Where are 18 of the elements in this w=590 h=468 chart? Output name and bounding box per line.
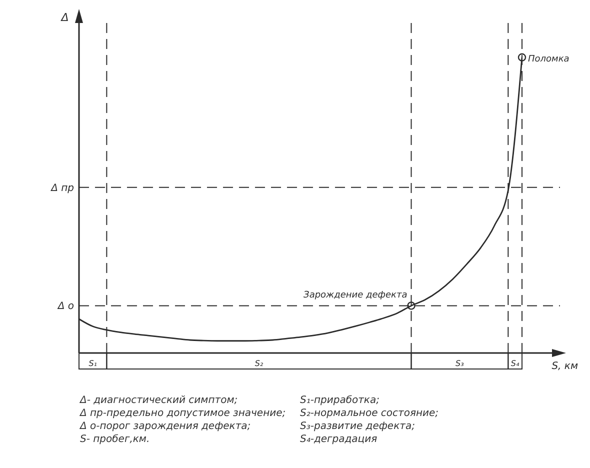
text: S₄-деградация xyxy=(300,433,378,446)
ref-line-label: Δ пр xyxy=(50,182,74,194)
y-axis-title: Δ xyxy=(60,11,69,24)
text: S₄ xyxy=(510,359,520,368)
text: S₃-развитие дефекта; xyxy=(300,420,416,433)
text: Δ пр-предельно допустимое значение; xyxy=(80,407,287,420)
annotation: Поломка xyxy=(528,54,570,64)
text: S₂-нормальное состояние; xyxy=(300,407,439,420)
annotation: Зарождение дефекта xyxy=(304,290,408,301)
text: Δ о-порог зарождения дефекта; xyxy=(80,420,252,433)
text: S- пробег,км. xyxy=(80,433,151,446)
text: S₁ xyxy=(88,359,97,368)
text: S₂ xyxy=(254,359,264,368)
x-axis-title: S, км xyxy=(552,361,578,372)
text: S₃ xyxy=(456,359,464,368)
text: Δ- диагностический симптом; xyxy=(80,394,239,407)
text: S₁-приработка; xyxy=(300,394,380,407)
ref-line-label: Δ о xyxy=(56,301,74,312)
